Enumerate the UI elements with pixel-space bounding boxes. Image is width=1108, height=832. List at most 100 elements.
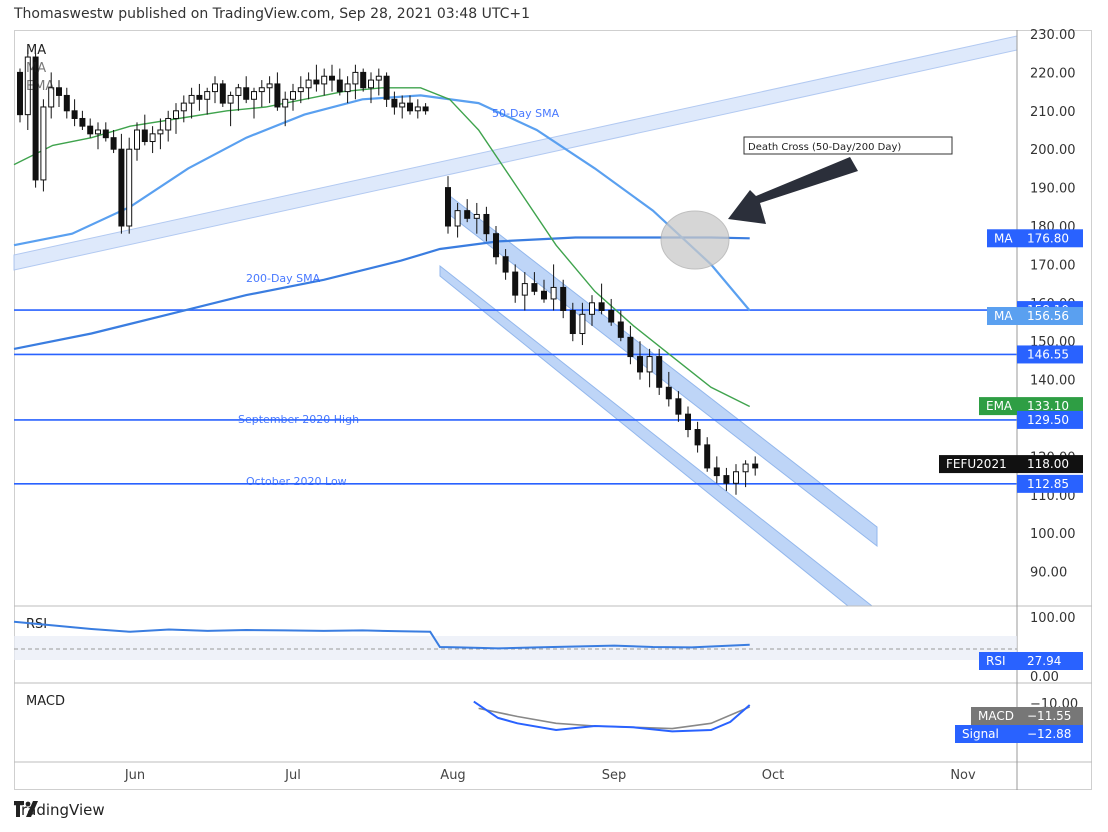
price-tick: 170.00	[1030, 258, 1076, 273]
price-tick: 140.00	[1030, 374, 1076, 389]
candle-body	[569, 309, 576, 335]
candle-body	[617, 321, 624, 338]
tradingview-brand: TradingView	[14, 801, 105, 819]
price-tick: 230.00	[1030, 28, 1076, 43]
candle-body	[243, 87, 250, 100]
candle-body	[321, 75, 328, 85]
candle-body	[589, 302, 595, 315]
death-cross-circle	[660, 210, 730, 270]
candle-body	[531, 283, 538, 292]
tag-price-value: 118.00	[1027, 457, 1069, 471]
tag-ema-label: EMA	[986, 399, 1013, 413]
candle-body	[32, 56, 39, 181]
candle-body	[550, 286, 557, 300]
death-cross-arrow	[728, 157, 858, 224]
tag-ma50-value: 156.56	[1027, 309, 1069, 323]
candle-body	[212, 83, 218, 93]
candle-body	[282, 98, 289, 108]
lower-channel-band	[439, 264, 874, 607]
candle-body	[204, 91, 211, 100]
tag-level-value-bg	[1017, 474, 1083, 493]
main-legend-ma: MA	[26, 43, 46, 58]
candlesticks	[17, 49, 759, 495]
tag-level-value-bg	[1017, 410, 1083, 429]
candle-body	[56, 87, 62, 96]
tag-price-label: FEFU2021	[946, 457, 1007, 471]
indicator-panes	[13, 30, 1092, 790]
macd-tag-value-bg	[1017, 707, 1083, 725]
tag-ma200-value-bg	[1017, 229, 1083, 248]
candle-body	[541, 290, 547, 300]
death-cross-box	[743, 136, 953, 155]
candle-body	[352, 71, 359, 85]
candle-body	[110, 137, 117, 150]
candle-body	[733, 471, 739, 484]
candle-body	[63, 94, 70, 112]
candle-body	[219, 83, 226, 104]
date-tick: Sep	[602, 768, 627, 783]
price-tags: MA176.80158.10MA156.56146.55EMA133.10129…	[939, 229, 1083, 743]
price-tick: 190.00	[1030, 182, 1076, 197]
candle-body	[414, 106, 421, 112]
tag-ema-value-bg	[1017, 397, 1083, 416]
candle-body	[598, 302, 605, 311]
tag-level-value: 146.55	[1027, 347, 1069, 361]
candle-body	[445, 187, 451, 227]
macd-tag-label: MACD	[978, 709, 1014, 723]
candle-body	[608, 309, 615, 323]
candle-body	[266, 83, 273, 89]
tradingview-logo-icon	[14, 801, 38, 817]
candle-body	[141, 129, 148, 143]
candle-body	[157, 129, 164, 135]
tag-ma50-value-bg	[1017, 307, 1083, 326]
candle-body	[521, 283, 528, 296]
candle-body	[17, 71, 23, 116]
candle-body	[173, 110, 179, 119]
candle-body	[694, 429, 701, 446]
macd-line	[473, 700, 751, 733]
rsi-tag-label: RSI	[986, 654, 1006, 668]
candle-body	[251, 91, 257, 100]
candle-body	[336, 79, 343, 93]
price-tick: 90.00	[1030, 566, 1067, 581]
publisher-attribution: Thomaswestw published on TradingView.com…	[14, 6, 531, 22]
date-tick: Oct	[762, 768, 784, 783]
candle-body	[40, 106, 47, 181]
date-tick: Jul	[284, 768, 301, 783]
candle-body	[579, 313, 586, 335]
candle-body	[646, 356, 653, 373]
macd-pane-label: MACD	[26, 694, 65, 709]
level-112-annotation: October 2020 Low	[246, 475, 347, 488]
candle-body	[713, 467, 720, 477]
date-tick: Aug	[440, 768, 465, 783]
tag-ma200-label: MA	[994, 231, 1013, 245]
signal-tag-label-bg	[955, 725, 1017, 743]
tag-ma200-value: 176.80	[1027, 231, 1069, 245]
tag-level-value: 112.85	[1027, 477, 1069, 491]
tag-ma50-label-bg	[987, 307, 1017, 326]
rsi-tag-label-bg	[979, 652, 1017, 670]
price-tick: 200.00	[1030, 143, 1076, 158]
chart-frame	[14, 30, 1092, 790]
price-axis: 230.00220.00210.00200.00190.00180.00170.…	[124, 28, 1078, 783]
candle-body	[126, 148, 133, 227]
candle-body	[258, 87, 265, 93]
candle-body	[79, 117, 86, 127]
candle-body	[375, 75, 382, 81]
candle-body	[48, 87, 55, 108]
level-129-annotation: September 2020 High	[238, 413, 359, 426]
footer: TradingView	[14, 801, 105, 819]
candle-body	[502, 256, 509, 273]
signal-tag-value: −12.88	[1027, 727, 1071, 741]
tag-ema-label-bg	[979, 397, 1017, 416]
rsi-tag-value-bg	[1017, 652, 1083, 670]
candle-body	[313, 79, 320, 85]
price-tick: 210.00	[1030, 105, 1076, 120]
tag-price-label-bg	[939, 455, 1017, 474]
macd-tag-value: −11.55	[1027, 709, 1071, 723]
candle-body	[391, 98, 398, 108]
candle-body	[675, 398, 682, 415]
candle-body	[368, 79, 374, 89]
candle-body	[235, 87, 242, 96]
